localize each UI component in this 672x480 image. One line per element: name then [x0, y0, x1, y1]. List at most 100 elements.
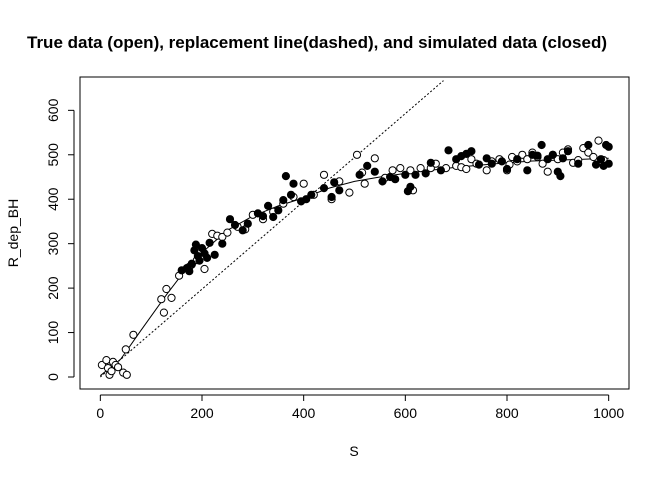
x-tick-label: 400	[292, 405, 316, 421]
simulated-point	[596, 155, 606, 164]
simulated-point	[426, 158, 435, 167]
true-data-point	[223, 228, 232, 237]
true-data-point	[107, 367, 116, 376]
simulated-point	[335, 186, 344, 195]
simulated-point	[238, 226, 247, 235]
data-points	[97, 136, 613, 379]
x-axis-label: S	[349, 443, 358, 459]
true-data-point	[345, 188, 354, 197]
simulated-point	[286, 190, 296, 199]
simulated-point	[205, 238, 214, 247]
simulated-point	[302, 195, 311, 204]
simulated-point	[436, 166, 445, 175]
simulated-point	[191, 240, 200, 249]
simulated-point	[444, 146, 453, 155]
true-data-point	[462, 164, 471, 174]
true-data-point	[114, 363, 123, 372]
simulated-point	[591, 160, 601, 169]
true-data-point	[299, 179, 308, 188]
true-data-point	[102, 356, 111, 365]
simulated-point	[274, 206, 283, 215]
true-data-point	[159, 308, 168, 317]
true-data-point	[121, 345, 130, 354]
simulated-point	[558, 154, 568, 163]
y-tick-label: 100	[45, 321, 61, 345]
true-data-point	[157, 295, 166, 304]
simulated-point	[210, 250, 219, 259]
simulated-point	[411, 170, 420, 179]
x-tick-label: 600	[394, 405, 418, 421]
simulated-point	[187, 259, 196, 268]
simulated-point	[195, 256, 204, 265]
simulated-point	[363, 161, 372, 170]
simulated-point	[556, 172, 565, 181]
true-data-point	[388, 166, 397, 175]
x-tick-label: 0	[96, 405, 104, 421]
y-tick-label: 500	[45, 143, 61, 167]
simulated-point	[401, 170, 410, 179]
true-data-point	[319, 170, 329, 179]
y-axis: 0 100 200 300 400 500 600	[45, 98, 75, 381]
simulated-point	[185, 267, 194, 276]
simulated-point	[355, 170, 364, 179]
simulated-point	[258, 212, 268, 221]
simulated-point	[319, 184, 329, 193]
true-data-point	[167, 293, 176, 302]
simulated-point	[574, 159, 583, 168]
true-data-point	[360, 179, 369, 188]
simulated-point	[203, 253, 212, 262]
simulated-point	[474, 160, 484, 169]
simulated-point	[497, 157, 506, 166]
true-data-point	[200, 264, 209, 274]
simulated-point	[225, 215, 235, 224]
simulated-point	[264, 201, 273, 210]
chart-title: True data (open), replacement line(dashe…	[27, 33, 607, 52]
y-axis-label: R_dep_BH	[5, 199, 21, 268]
replacement-line	[99, 80, 444, 378]
simulated-point	[537, 140, 546, 150]
true-data-point	[122, 370, 131, 379]
simulated-point	[307, 190, 316, 199]
simulated-point	[391, 175, 400, 184]
true-data-point	[416, 164, 425, 173]
simulated-point	[281, 172, 290, 181]
true-data-point	[352, 150, 362, 159]
simulated-point	[543, 155, 552, 164]
y-tick-label: 0	[45, 373, 61, 381]
simulated-point	[502, 164, 512, 174]
true-data-point	[543, 167, 552, 176]
true-data-point	[370, 154, 379, 163]
simulated-point	[243, 219, 252, 228]
true-data-point	[518, 150, 527, 159]
true-data-point	[162, 284, 171, 294]
simulated-point	[467, 147, 476, 156]
simulated-point	[421, 169, 430, 178]
true-data-point	[482, 166, 491, 175]
x-axis: 0 200 400 600 800 1000	[96, 394, 624, 421]
simulated-point	[269, 212, 278, 222]
simulated-point	[279, 196, 288, 205]
y-tick-label: 600	[45, 98, 61, 122]
simulated-point	[218, 239, 227, 248]
fit-lines	[99, 80, 609, 378]
true-data-point	[406, 166, 415, 175]
simulated-point	[533, 151, 542, 160]
plot-frame	[79, 76, 630, 390]
y-tick-label: 200	[45, 276, 61, 300]
simulated-point	[327, 192, 336, 202]
simulated-point	[487, 159, 496, 168]
simulated-point	[584, 140, 593, 150]
simulated-point	[604, 159, 613, 168]
y-tick-label: 400	[45, 187, 61, 211]
true-data-point	[129, 330, 138, 339]
simulated-point	[289, 179, 298, 188]
true-data-point	[589, 152, 598, 162]
simulated-point	[548, 150, 557, 159]
simulated-point	[604, 142, 613, 151]
simulated-point	[513, 155, 522, 164]
true-data-point	[396, 164, 405, 173]
true-data-point	[538, 159, 547, 168]
simulated-point	[523, 166, 532, 175]
x-tick-label: 800	[495, 405, 519, 421]
true-data-point	[467, 155, 476, 164]
